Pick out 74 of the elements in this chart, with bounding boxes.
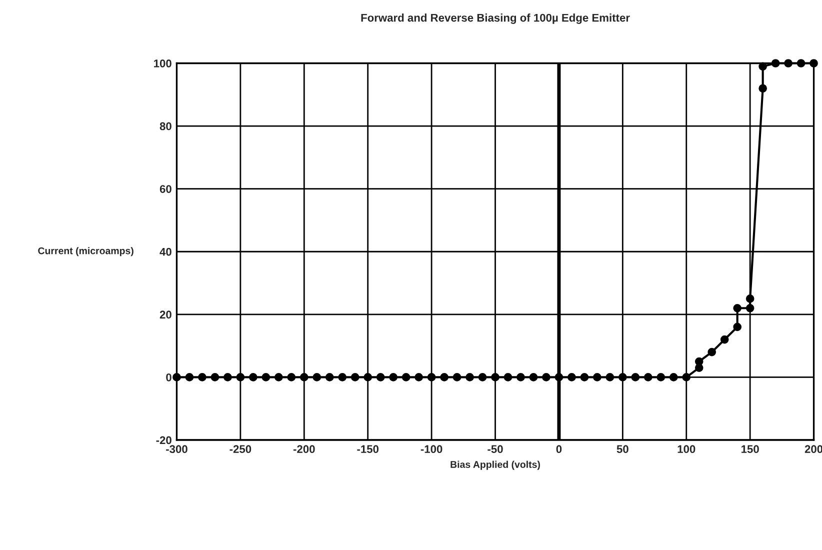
y-tick-label: 80 [160,122,172,130]
x-tick-label: 150 [742,445,759,454]
point [210,373,220,382]
point [708,348,716,356]
point [389,373,398,382]
x-tick-label: 50 [616,445,628,454]
point [516,373,525,382]
point [656,373,666,382]
point [720,335,729,344]
point [491,373,500,382]
point [338,373,347,382]
point [796,59,806,68]
point [224,373,232,382]
x-tick-label: -100 [420,445,442,454]
point [810,59,818,68]
point [478,373,487,382]
point [758,84,767,93]
point [198,373,206,382]
point [631,373,640,382]
point [606,373,614,382]
point [746,304,754,312]
point [414,373,423,382]
y-tick-label: 0 [166,373,172,382]
point [364,373,372,382]
point [376,373,385,382]
point [466,373,474,382]
point [580,373,589,382]
point [694,357,704,366]
point [733,322,742,332]
y-tick-label: 20 [160,310,172,319]
point [733,304,742,312]
point [542,373,550,382]
point [312,373,322,382]
point [249,373,258,382]
point [300,373,308,382]
point [325,373,334,382]
point [172,373,181,382]
chart-title: Forward and Reverse Biasing of 100µ Edge Emitter [361,14,630,24]
x-tick-label: -300 [166,445,188,454]
point [287,373,296,382]
point [274,373,283,382]
point [236,373,245,382]
point [262,373,270,382]
point [440,373,448,382]
x-tick-label: -200 [293,445,315,454]
x-tick-label: -250 [230,445,252,454]
point [452,373,462,382]
point [746,294,754,303]
point [682,373,691,382]
point [185,373,194,382]
point [771,59,780,68]
point [402,373,410,382]
y-tick-label: 40 [160,248,172,256]
point [554,373,564,382]
point [568,373,576,382]
point [350,373,360,382]
point [593,373,602,382]
point [529,373,538,382]
x-tick-label: -150 [357,445,379,454]
point [504,373,512,382]
y-tick-label: -20 [156,436,172,444]
point [427,373,436,382]
y-tick-label: 60 [160,185,172,193]
x-tick-label: -50 [488,445,503,454]
point [644,373,652,382]
point [758,62,767,71]
y-tick-label: 100 [154,60,172,68]
point [784,59,792,68]
x-axis-title: Bias Applied (volts) [450,460,540,470]
y-axis-title: Current (microamps) [38,247,134,256]
point [618,373,627,382]
point [669,373,678,382]
x-tick-label: 0 [556,445,562,454]
x-tick-label: 100 [678,445,696,454]
